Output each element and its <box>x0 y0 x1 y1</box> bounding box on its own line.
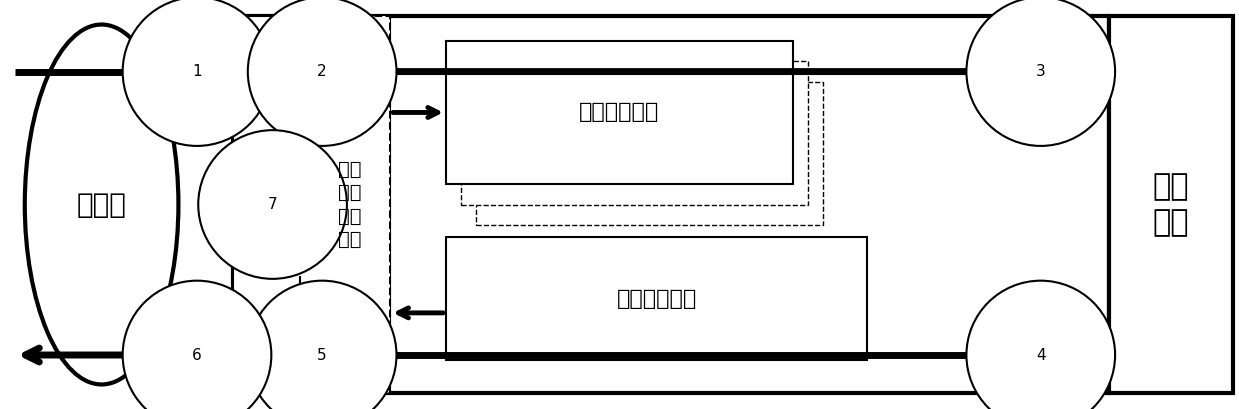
Ellipse shape <box>123 281 271 409</box>
Ellipse shape <box>248 281 396 409</box>
Text: 3: 3 <box>1036 64 1046 79</box>
Ellipse shape <box>123 0 271 146</box>
Text: 主干网: 主干网 <box>77 191 126 218</box>
Ellipse shape <box>966 281 1115 409</box>
Text: 报文缓冲单元: 报文缓冲单元 <box>580 103 659 122</box>
Bar <box>446 41 793 184</box>
Text: 7: 7 <box>268 197 278 212</box>
Text: 6: 6 <box>192 348 202 362</box>
Text: 5: 5 <box>317 348 327 362</box>
Bar <box>476 82 823 225</box>
Text: 报文
收发
控制
单元: 报文 收发 控制 单元 <box>338 160 361 249</box>
Text: 链路检测单元: 链路检测单元 <box>617 289 696 308</box>
Text: 1: 1 <box>192 64 202 79</box>
Text: 分析
系统: 分析 系统 <box>1152 172 1189 237</box>
Bar <box>233 16 1109 393</box>
Bar <box>461 61 808 204</box>
Ellipse shape <box>248 0 396 146</box>
Bar <box>300 16 390 393</box>
Ellipse shape <box>966 0 1115 146</box>
Ellipse shape <box>25 25 178 384</box>
Text: 2: 2 <box>317 64 327 79</box>
Bar <box>446 237 867 360</box>
Ellipse shape <box>198 130 347 279</box>
Bar <box>233 16 390 393</box>
Text: 4: 4 <box>1036 348 1046 362</box>
Bar <box>1109 16 1233 393</box>
